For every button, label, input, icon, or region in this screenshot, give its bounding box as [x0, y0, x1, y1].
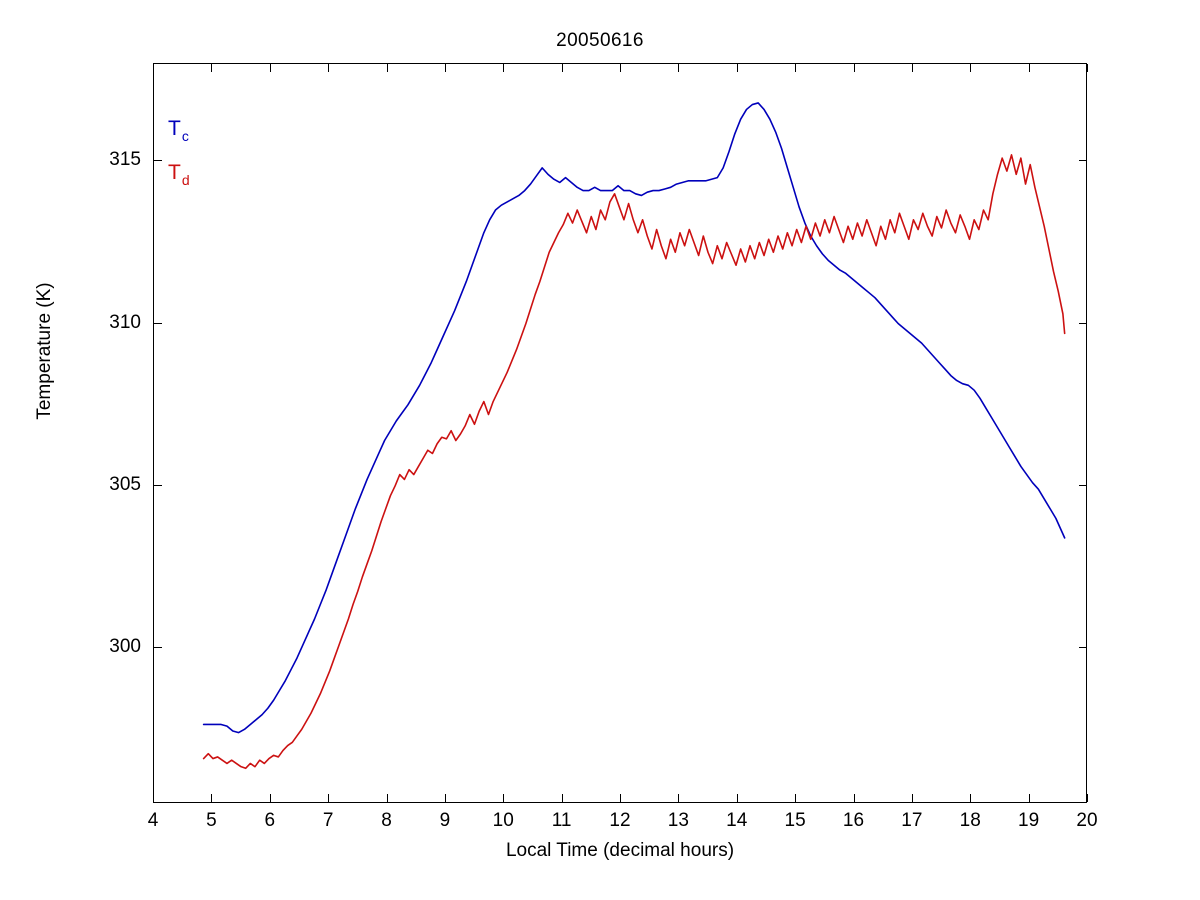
x-tick-mark: [386, 64, 388, 72]
x-tick-label: 17: [901, 810, 923, 831]
x-tick-mark: [444, 64, 446, 72]
y-tick-mark: [1079, 160, 1087, 162]
series-line-Tc: [202, 102, 1066, 734]
x-tick-mark: [620, 794, 621, 802]
x-tick-mark: [736, 64, 738, 72]
x-tick-label: 9: [439, 810, 451, 831]
x-tick-mark: [795, 794, 797, 802]
x-tick-mark: [444, 794, 446, 802]
y-tick-mark: [154, 647, 162, 649]
x-tick-label: 7: [322, 810, 334, 831]
x-tick-mark: [1028, 794, 1030, 802]
x-tick-label: 15: [784, 810, 806, 831]
x-tick-mark: [328, 64, 330, 72]
x-tick-label: 4: [147, 810, 159, 831]
x-tick-mark: [153, 794, 154, 802]
x-axis-title: Local Time (decimal hours): [505, 840, 735, 861]
y-tick-mark: [1079, 484, 1087, 486]
x-tick-mark: [970, 794, 972, 802]
x-tick-label: 12: [609, 810, 631, 831]
legend-label-subscript: d: [181, 172, 190, 188]
x-tick-mark: [620, 64, 621, 72]
y-tick-mark: [154, 322, 162, 324]
x-tick-mark: [269, 64, 271, 72]
x-tick-label: 16: [842, 810, 865, 831]
y-tick-mark: [154, 484, 162, 486]
x-tick-mark: [503, 794, 505, 802]
y-tick-mark: [1079, 322, 1087, 324]
plot-area: [153, 63, 1087, 803]
x-tick-mark: [911, 794, 913, 802]
chart-title: 20050616: [556, 30, 644, 51]
x-tick-mark: [503, 64, 505, 72]
x-tick-label: 11: [551, 810, 572, 831]
legend-item-td: Td: [168, 161, 190, 187]
x-tick-label: 19: [1018, 810, 1040, 831]
x-tick-label: 18: [959, 810, 981, 831]
legend-label-subscript: c: [181, 128, 189, 144]
x-tick-label: 20: [1076, 810, 1098, 831]
x-tick-mark: [795, 64, 797, 72]
x-tick-mark: [678, 794, 680, 802]
x-tick-mark: [678, 64, 680, 72]
x-tick-mark: [153, 64, 154, 72]
y-tick-label: 305: [109, 473, 141, 495]
x-tick-mark: [386, 794, 388, 802]
data-series-canvas: [202, 102, 1066, 770]
y-tick-label: 310: [109, 311, 141, 333]
x-tick-mark: [269, 794, 271, 802]
x-tick-mark: [1087, 794, 1088, 802]
x-tick-label: 13: [667, 810, 689, 831]
x-tick-label: 8: [381, 810, 392, 831]
x-tick-mark: [561, 64, 563, 72]
y-tick-mark: [154, 160, 162, 162]
legend-label-base: T: [168, 161, 181, 184]
x-tick-mark: [328, 794, 330, 802]
x-tick-mark: [1028, 64, 1030, 72]
legend-label-base: T: [168, 117, 181, 140]
x-tick-mark: [211, 794, 213, 802]
x-tick-label: 6: [264, 810, 276, 831]
x-tick-mark: [853, 64, 855, 72]
legend-item-tc: Tc: [168, 117, 189, 143]
x-tick-mark: [211, 64, 213, 72]
x-tick-mark: [853, 794, 855, 802]
x-tick-mark: [911, 64, 913, 72]
x-tick-mark: [736, 794, 738, 802]
x-tick-label: 10: [492, 810, 514, 831]
x-tick-mark: [561, 794, 563, 802]
y-tick-label: 315: [109, 149, 141, 171]
x-tick-label: 14: [726, 810, 748, 831]
y-tick-label: 300: [109, 636, 141, 658]
series-line-Td: [202, 154, 1066, 770]
y-tick-mark: [1079, 647, 1087, 649]
x-tick-mark: [970, 64, 972, 72]
x-tick-mark: [1087, 64, 1088, 72]
x-tick-label: 5: [206, 810, 217, 831]
